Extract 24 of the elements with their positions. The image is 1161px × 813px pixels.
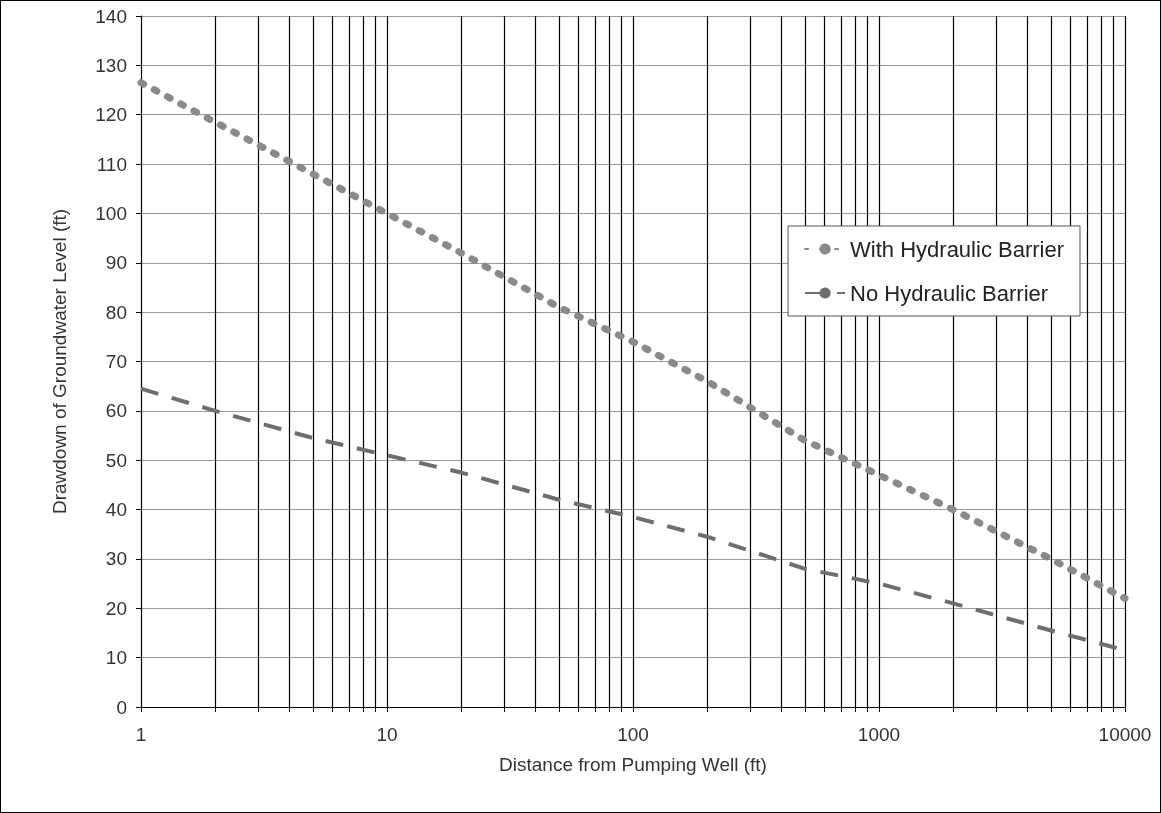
y-tick-label: 0 — [116, 696, 127, 718]
y-tick-label: 10 — [105, 647, 127, 669]
legend-label: With Hydraulic Barrier — [850, 236, 1065, 262]
x-tick-label: 10000 — [1098, 724, 1152, 745]
y-tick-label: 80 — [105, 301, 127, 323]
y-tick-label: 70 — [105, 351, 127, 372]
y-tick-label: 120 — [95, 104, 127, 126]
y-tick-label: 110 — [96, 153, 127, 175]
y-tick-label: 60 — [105, 400, 127, 422]
legend-label: No Hydraulic Barrier — [850, 280, 1049, 306]
y-tick-label: 50 — [105, 449, 127, 471]
y-tick-label: 90 — [105, 252, 127, 274]
y-tick-label: 100 — [95, 202, 127, 224]
y-axis-title: Drawdown of Groundwater Level (ft) — [49, 208, 70, 515]
x-axis-title: Distance from Pumping Well (ft) — [499, 754, 767, 775]
x-tick-label: 10 — [376, 724, 398, 745]
y-tick-label: 40 — [105, 499, 127, 521]
y-tick-label: 140 — [95, 5, 127, 27]
y-tick-label: 20 — [105, 597, 127, 619]
x-tick-label: 100 — [617, 724, 649, 745]
y-tick-label: 30 — [105, 548, 127, 570]
x-tick-label: 1000 — [857, 724, 901, 745]
x-tick-label: 1 — [135, 724, 147, 745]
y-tick-label: 130 — [95, 54, 127, 76]
